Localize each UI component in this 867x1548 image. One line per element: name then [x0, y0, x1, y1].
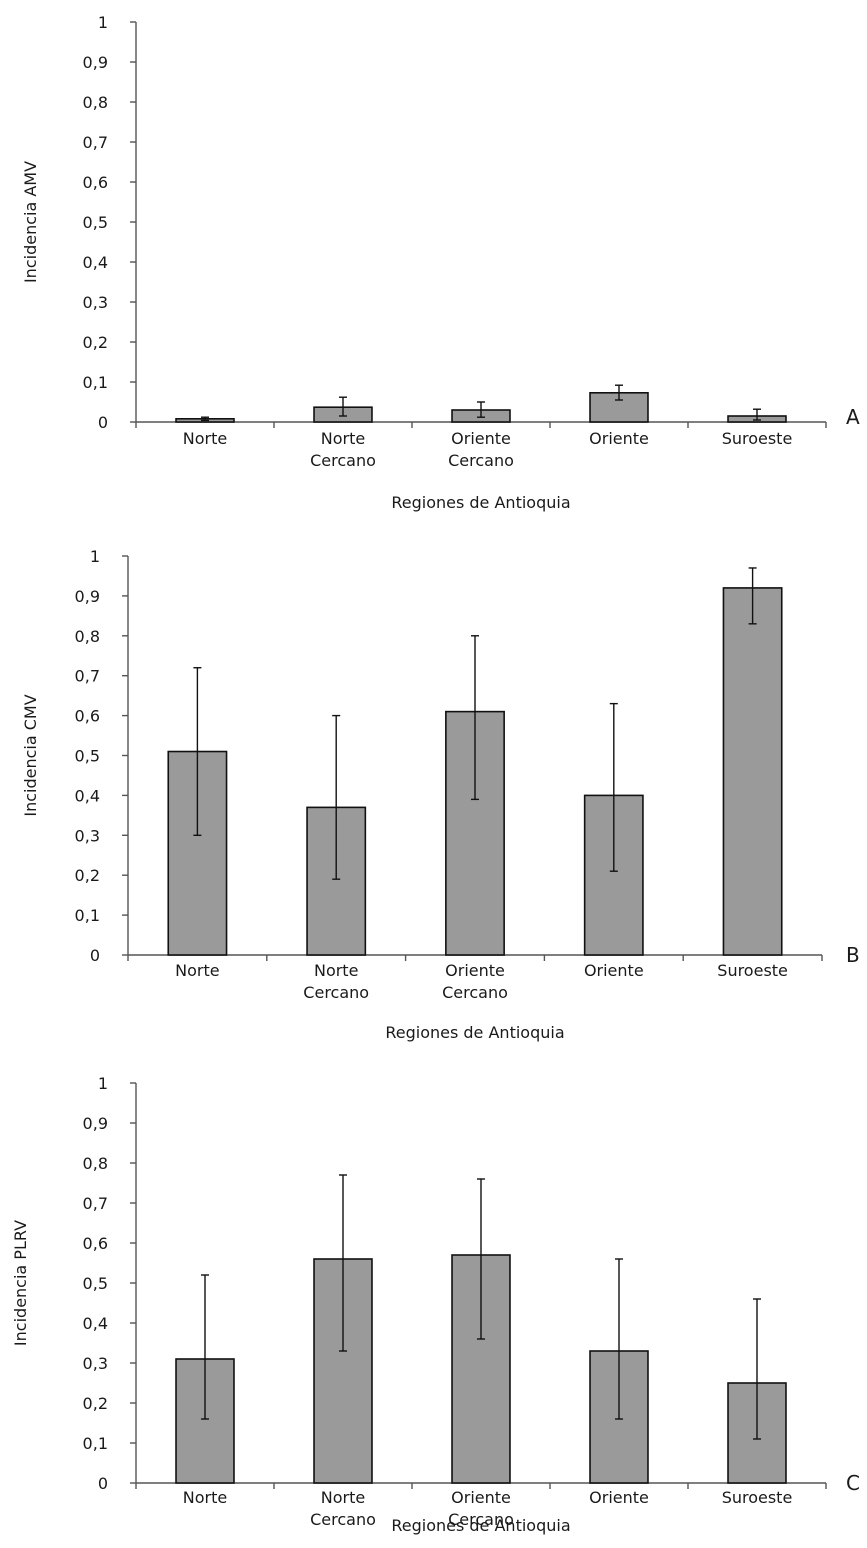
- y-tick-label: 1: [98, 13, 108, 32]
- category-label: Oriente Cercano: [442, 961, 508, 1002]
- panel-label: A: [846, 405, 860, 429]
- y-tick-label: 0,9: [75, 587, 100, 606]
- category-label-line: Norte: [175, 961, 219, 980]
- y-tick-label: 0,4: [75, 786, 100, 805]
- chart-panel-a: 0 0,1 0,2 0,3 0,4 0,5 0,6 0,7 0,8 0,9 1 Norte Norte C…: [21, 13, 860, 512]
- y-tick-label: 0,2: [75, 866, 100, 885]
- x-axis-title: Regiones de Antioquia: [391, 1516, 570, 1535]
- category-label-line: Suroeste: [717, 961, 788, 980]
- category-label: Norte Cercano: [310, 1488, 376, 1529]
- category-label-line: Norte: [321, 1488, 365, 1507]
- category-label-line: Oriente: [445, 961, 505, 980]
- category-label-line: Oriente: [451, 1488, 511, 1507]
- category-label-line: Norte: [183, 429, 227, 448]
- category-label-line: Oriente: [584, 961, 644, 980]
- y-tick-label: 0,9: [83, 1114, 108, 1133]
- chart-panel-c: 0 0,1 0,2 0,3 0,4 0,5 0,6 0,7 0,8 0,9 1 Norte Norte C…: [11, 1074, 860, 1535]
- chart-panel-b: 0 0,1 0,2 0,3 0,4 0,5 0,6 0,7 0,8 0,9 1 Norte Norte C…: [21, 547, 860, 1042]
- y-tick-label: 1: [90, 547, 100, 566]
- y-tick-label: 0,9: [83, 53, 108, 72]
- y-tick-label: 0: [98, 1474, 108, 1493]
- category-label: Oriente Cercano: [448, 429, 514, 470]
- y-tick-label: 0,1: [83, 373, 108, 392]
- y-tick-label: 0,2: [83, 333, 108, 352]
- category-label-line: Cercano: [310, 1510, 376, 1529]
- y-tick-label: 0,1: [83, 1434, 108, 1453]
- y-tick-label: 0,1: [75, 906, 100, 925]
- category-label: Norte: [175, 961, 219, 980]
- y-tick-label: 0,7: [83, 133, 108, 152]
- category-label: Suroeste: [722, 1488, 793, 1507]
- y-axis-title: Incidencia PLRV: [11, 1220, 30, 1346]
- category-label-line: Norte: [183, 1488, 227, 1507]
- x-axis-title: Regiones de Antioquia: [385, 1023, 564, 1042]
- y-tick-label: 0,5: [83, 1274, 108, 1293]
- category-label-line: Norte: [321, 429, 365, 448]
- category-label-line: Oriente: [451, 429, 511, 448]
- category-label: Oriente: [589, 429, 649, 448]
- category-label-line: Oriente: [589, 1488, 649, 1507]
- y-tick-label: 0,7: [83, 1194, 108, 1213]
- y-tick-label: 0,6: [83, 1234, 108, 1253]
- y-tick-label: 0,3: [83, 1354, 108, 1373]
- category-label: Oriente Cercano: [448, 1488, 514, 1529]
- y-tick-label: 0,5: [75, 747, 100, 766]
- category-label: Oriente: [584, 961, 644, 980]
- y-tick-label: 0,8: [83, 93, 108, 112]
- category-label: Norte Cercano: [303, 961, 369, 1002]
- y-tick-label: 0,6: [83, 173, 108, 192]
- y-tick-label: 0,4: [83, 253, 108, 272]
- bar-suroeste: [722, 587, 783, 956]
- category-label: Suroeste: [722, 429, 793, 448]
- y-tick-label: 0,7: [75, 667, 100, 686]
- category-label-line: Norte: [314, 961, 358, 980]
- y-tick-label: 0,3: [75, 826, 100, 845]
- y-tick-label: 0: [90, 946, 100, 965]
- category-label-line: Cercano: [310, 451, 376, 470]
- y-tick-label: 0,3: [83, 293, 108, 312]
- category-label-line: Suroeste: [722, 1488, 793, 1507]
- y-axis-title: Incidencia CMV: [21, 694, 40, 816]
- y-tick-label: 0,6: [75, 707, 100, 726]
- category-label: Norte Cercano: [310, 429, 376, 470]
- panel-label: B: [846, 943, 860, 967]
- y-tick-label: 0,8: [83, 1154, 108, 1173]
- category-label-line: Suroeste: [722, 429, 793, 448]
- panel-label: C: [846, 1471, 860, 1495]
- category-label: Norte: [183, 429, 227, 448]
- category-label-line: Oriente: [589, 429, 649, 448]
- category-label: Suroeste: [717, 961, 788, 980]
- y-tick-label: 0,4: [83, 1314, 108, 1333]
- category-label-line: Cercano: [448, 1510, 514, 1529]
- category-label-line: Cercano: [448, 451, 514, 470]
- category-label: Oriente: [589, 1488, 649, 1507]
- y-tick-label: 0,5: [83, 213, 108, 232]
- y-tick-label: 0: [98, 413, 108, 432]
- category-label-line: Cercano: [442, 983, 508, 1002]
- category-label-line: Cercano: [303, 983, 369, 1002]
- y-tick-label: 1: [98, 1074, 108, 1093]
- category-label: Norte: [183, 1488, 227, 1507]
- y-tick-label: 0,2: [83, 1394, 108, 1413]
- y-tick-label: 0,8: [75, 627, 100, 646]
- y-axis-title: Incidencia AMV: [21, 161, 40, 283]
- x-axis-title: Regiones de Antioquia: [391, 493, 570, 512]
